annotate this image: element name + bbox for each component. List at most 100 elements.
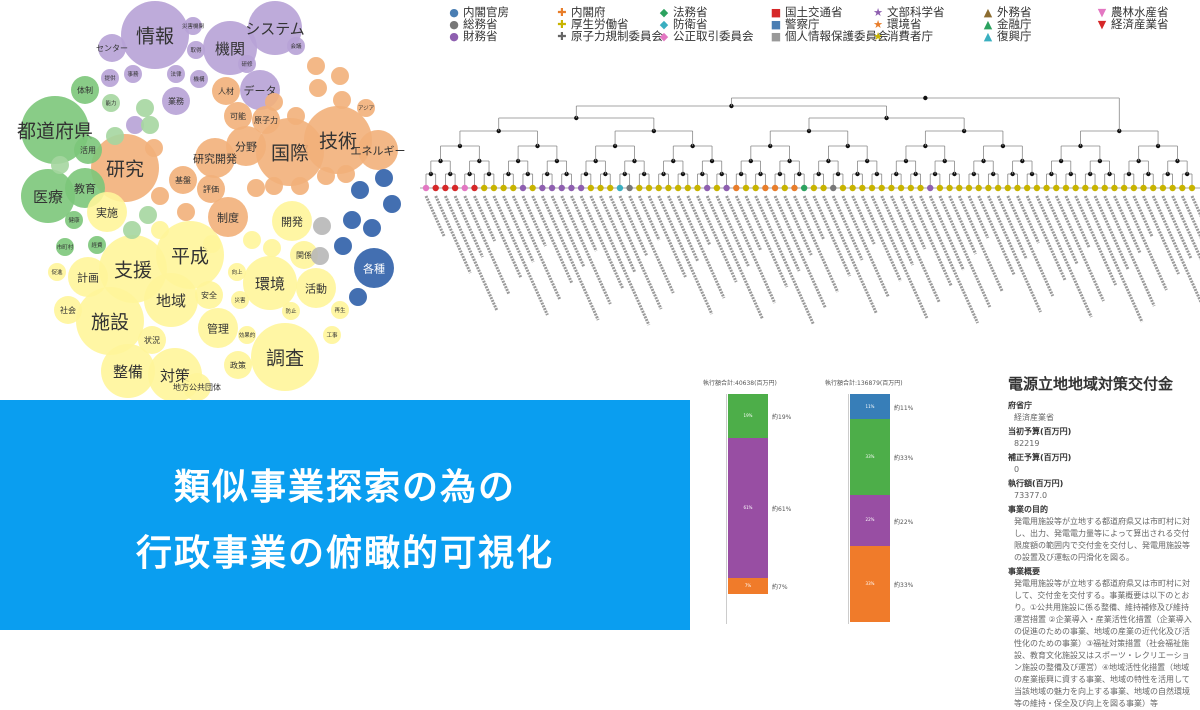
word-bubble-label: 基盤 [175,175,191,185]
dendrogram-leaf-marker[interactable] [956,184,963,192]
bar-segment[interactable]: 19% [728,394,768,438]
dendrogram-leaf-marker[interactable] [432,184,439,192]
dendrogram-leaf-marker[interactable] [665,184,672,192]
dendrogram-leaf-marker[interactable] [529,184,536,192]
dendrogram-leaf-marker[interactable] [655,184,662,192]
dendrogram-leaf-marker[interactable] [994,184,1002,192]
bar-segment[interactable]: 33% [850,545,890,622]
dendrogram-leaf-marker[interactable] [897,184,905,192]
dendrogram-leaf-marker[interactable] [480,184,488,192]
dendrogram-leaf-marker[interactable] [800,184,808,192]
dendrogram-leaf-marker[interactable] [1004,184,1011,192]
dendrogram-leaf-marker[interactable] [946,184,953,192]
dendrogram-leaf-marker[interactable] [888,184,895,192]
dendrogram-leaf-marker[interactable] [781,184,788,192]
dendrogram-leaf-marker[interactable] [927,184,934,192]
dendrogram-leaf-marker[interactable] [587,184,595,192]
bar-segment[interactable]: 22% [850,495,890,546]
dendrogram-leaf-marker[interactable] [1091,184,1099,192]
dendrogram-leaf-marker[interactable] [442,184,449,192]
word-bubble [311,247,329,265]
dendrogram-leaf-marker[interactable] [636,184,643,192]
dendrogram-leaf-marker[interactable] [1188,184,1196,192]
dendrogram-leaf-marker[interactable] [471,184,478,192]
dendrogram-leaf-marker[interactable] [577,184,585,192]
bar-segment[interactable]: 61% [728,437,768,578]
dendrogram-leaf-marker[interactable] [422,184,430,192]
dendrogram-leaf-marker[interactable] [771,184,779,192]
dendrogram-leaf-label [453,195,484,258]
dendrogram-leaf-marker[interactable] [1130,184,1138,192]
dendrogram-leaf-marker[interactable] [568,184,575,192]
dendrogram-leaf-marker[interactable] [917,184,924,192]
word-bubble-label: 制度 [217,210,239,224]
bar-segment[interactable]: 33% [850,419,890,496]
dendrogram-leaf-marker[interactable] [694,184,701,192]
dendrogram-leaf-marker[interactable] [1033,184,1041,192]
word-bubble-label: 分野 [235,140,257,153]
dendrogram-leaf-marker[interactable] [1111,184,1118,192]
dendrogram-leaf-marker[interactable] [742,184,750,192]
dendrogram-leaf-marker[interactable] [985,184,992,192]
bar-segment[interactable]: 7% [728,578,768,595]
dendrogram-leaf-marker[interactable] [723,184,730,192]
dendrogram-leaf-marker[interactable] [762,184,769,192]
dendrogram-leaf-marker[interactable] [519,184,527,192]
dendrogram-leaf-marker[interactable] [1072,184,1079,192]
dendrogram-leaf-marker[interactable] [810,184,818,192]
bar-axis [848,394,849,624]
dendrogram-leaf-marker[interactable] [1169,184,1176,192]
dendrogram-leaf-marker[interactable] [859,184,866,192]
dendrogram-leaf-marker[interactable] [1120,184,1128,192]
dendrogram-leaf-marker[interactable] [645,184,653,192]
word-bubble [263,239,281,257]
dendrogram-leaf-marker[interactable] [510,184,517,192]
dendrogram-leaf-marker[interactable] [713,184,721,192]
dendrogram-leaf-marker[interactable] [616,184,624,192]
dendrogram-leaf-marker[interactable] [597,184,604,192]
dendrogram-leaf-marker[interactable] [461,184,468,192]
word-bubble [101,344,155,398]
dendrogram-leaf-marker[interactable] [539,184,546,192]
dendrogram-leaf-marker[interactable] [548,184,556,192]
dendrogram-leaf-marker[interactable] [607,184,614,192]
dendrogram-leaf-marker[interactable] [1023,184,1031,192]
dendrogram-leaf-label [511,195,561,300]
dendrogram-leaf-marker[interactable] [830,184,837,192]
dendrogram-leaf-marker[interactable] [1101,184,1108,192]
dendrogram-leaf-marker[interactable] [752,184,759,192]
dendrogram-leaf-label [1025,195,1067,281]
dendrogram-leaf-marker[interactable] [965,184,973,192]
dendrogram-leaf-marker[interactable] [703,184,711,192]
dendrogram-leaf-marker[interactable] [1014,184,1021,192]
dendrogram-leaf-marker[interactable] [558,184,565,192]
dendrogram-leaf-marker[interactable] [820,184,827,192]
dendrogram-leaf-marker[interactable] [1159,184,1167,192]
dendrogram-leaf-marker[interactable] [849,184,856,192]
dendrogram-leaf-marker[interactable] [733,184,740,192]
dendrogram-leaf-marker[interactable] [878,184,885,192]
dendrogram-leaf-marker[interactable] [907,184,915,192]
dendrogram-leaf-marker[interactable] [1150,184,1157,192]
dendrogram-leaf-marker[interactable] [1140,184,1147,192]
dendrogram-leaf-marker[interactable] [1043,184,1050,192]
dendrogram-leaf-marker[interactable] [839,184,847,192]
word-bubble-label: 開発 [281,214,303,228]
dendrogram-leaf-marker[interactable] [451,184,459,192]
dendrogram-leaf-marker[interactable] [1179,184,1186,192]
dendrogram-leaf-marker[interactable] [626,184,633,192]
word-bubble-label: 整備 [113,363,143,381]
dendrogram-leaf-marker[interactable] [791,184,798,192]
dendrogram-leaf-marker[interactable] [936,184,944,192]
dendrogram-leaf-marker[interactable] [490,184,498,192]
dendrogram-leaf-marker[interactable] [1082,184,1089,192]
dendrogram-leaf-marker[interactable] [1062,184,1070,192]
dendrogram-leaf-marker[interactable] [684,184,691,192]
dendrogram-leaf-marker[interactable] [674,184,682,192]
dendrogram-leaf-marker[interactable] [500,184,507,192]
bar-segment[interactable]: 11% [850,394,890,420]
dendrogram-leaf-marker[interactable] [975,184,982,192]
dendrogram-leaf-marker[interactable] [868,184,876,192]
dendrogram-leaf-marker[interactable] [1053,184,1060,192]
word-bubble [54,296,82,324]
